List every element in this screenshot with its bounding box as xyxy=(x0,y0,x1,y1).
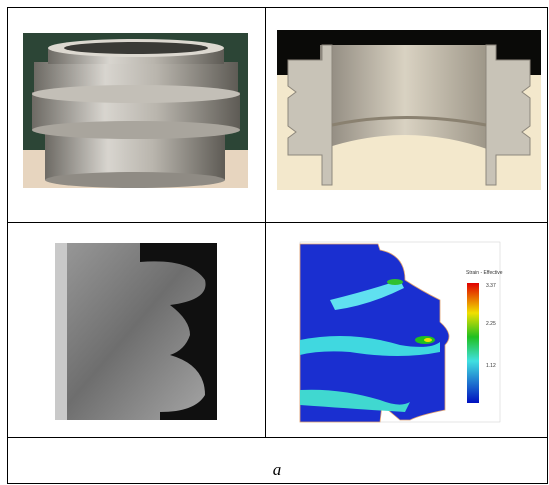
micrograph-edge xyxy=(55,243,67,420)
page: Strain - Effective 3.37 2.25 1.12 a (() … xyxy=(0,0,549,485)
ring-hole xyxy=(64,42,208,54)
fem-plot: Strain - Effective 3.37 2.25 1.12 xyxy=(285,237,520,430)
legend-scale xyxy=(467,283,479,403)
micrograph xyxy=(55,243,217,420)
grain-structure xyxy=(55,243,206,420)
photo-rings xyxy=(23,33,248,188)
inner-surface xyxy=(320,45,490,150)
ring-edge xyxy=(32,85,240,103)
caption: a xyxy=(273,460,282,479)
photo-section xyxy=(277,30,541,190)
legend-value: 3.37 xyxy=(486,283,496,289)
ring-bottom xyxy=(45,172,225,188)
legend-value: 1.12 xyxy=(486,363,496,369)
figure: Strain - Effective 3.37 2.25 1.12 a xyxy=(0,0,549,485)
ring-edge xyxy=(32,121,240,139)
strain-peak xyxy=(387,279,403,285)
legend-value: 2.25 xyxy=(486,321,496,327)
strain-peak xyxy=(424,338,432,342)
legend-title: Strain - Effective xyxy=(466,270,503,276)
